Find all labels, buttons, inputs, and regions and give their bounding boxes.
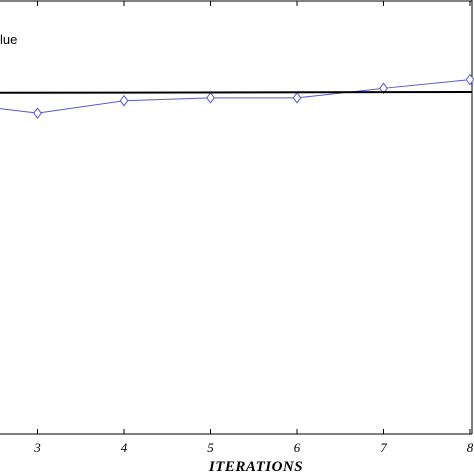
data-point: [206, 91, 215, 104]
x-tick-label: 6: [294, 440, 301, 455]
x-ticks: 3 4 5 6 7 8: [33, 1, 474, 455]
x-tick-label: 3: [33, 440, 41, 455]
series-layer: [0, 73, 474, 119]
x-tick-label: 5: [207, 440, 214, 455]
data-point: [465, 73, 474, 86]
data-point: [33, 107, 42, 119]
legend-label: lue: [0, 32, 17, 47]
data-point: [119, 94, 129, 107]
x-tick-label: 7: [380, 440, 387, 455]
x-tick-label: 8: [467, 440, 474, 455]
data-point: [292, 91, 302, 104]
reference-line: [0, 91, 473, 94]
x-tick-label: 4: [121, 440, 128, 455]
x-axis-label: ITERATIONS: [208, 459, 303, 474]
data-point: [379, 82, 388, 95]
plot-frame: [0, 0, 473, 435]
